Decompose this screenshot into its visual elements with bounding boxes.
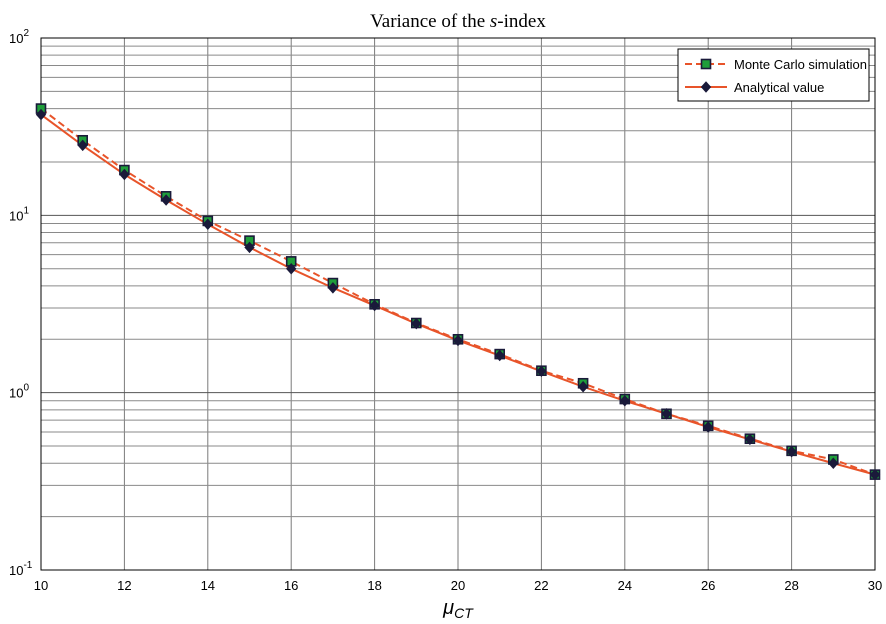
- point-analytical-14: [619, 395, 630, 407]
- point-analytical-6: [286, 262, 297, 275]
- x-tick-label-0: 10: [34, 578, 48, 593]
- legend-box: [677, 48, 870, 102]
- x-tick-label-1: 12: [117, 578, 131, 593]
- y-tick-label-2: 101: [9, 205, 29, 223]
- legend: Monte Carlo simulation Analytical value: [677, 48, 870, 102]
- point-analytical-10: [452, 334, 464, 347]
- x-tick-label-2: 14: [201, 578, 215, 593]
- legend-label-monte-carlo: Monte Carlo simulation: [734, 57, 867, 72]
- x-tick-label-6: 22: [534, 578, 548, 593]
- point-analytical-18: [786, 445, 797, 458]
- point-analytical-13: [577, 380, 589, 393]
- x-axis-label-sub: CT: [454, 605, 474, 621]
- point-analytical-20: [869, 468, 881, 481]
- point-analytical-7: [327, 282, 339, 294]
- point-analytical-11: [494, 349, 505, 362]
- point-analytical-17: [744, 433, 756, 446]
- title-prefix: Variance of the: [370, 11, 490, 32]
- x-tick-label-4: 18: [367, 578, 381, 593]
- tick-labels: 10 12 14 16 18 20 22 24 26 28 30 10-1 100 101 102: [9, 28, 882, 593]
- point-analytical-4: [202, 218, 213, 231]
- x-tick-label-3: 16: [284, 578, 298, 593]
- x-tick-label-5: 20: [451, 578, 465, 593]
- point-analytical-16: [703, 421, 714, 433]
- series-layer: [35, 103, 881, 481]
- point-analytical-15: [661, 408, 672, 420]
- point-analytical-12: [536, 365, 547, 378]
- x-tick-label-9: 28: [784, 578, 798, 593]
- point-analytical-0: [35, 108, 47, 121]
- point-analytical-5: [244, 241, 255, 254]
- x-tick-label-7: 24: [618, 578, 632, 593]
- chart-title: Variance of the s-index: [370, 11, 546, 32]
- legend-label-analytical: Analytical value: [734, 80, 824, 95]
- plot-frame: [40, 37, 876, 571]
- point-analytical-1: [77, 139, 88, 152]
- point-analytical-19: [828, 457, 839, 469]
- y-tick-label-3: 102: [9, 28, 29, 46]
- x-tick-label-8: 26: [701, 578, 715, 593]
- point-analytical-2: [119, 168, 130, 181]
- title-suffix: -index: [497, 11, 546, 32]
- point-analytical-9: [411, 317, 422, 330]
- legend-marker-analytical: [700, 81, 712, 93]
- x-axis-label-main: μ: [442, 597, 454, 619]
- x-axis-label: μCT: [442, 597, 474, 621]
- grid-lines: [40, 38, 876, 571]
- title-italic: s: [490, 11, 497, 32]
- y-tick-label-0: 10-1: [9, 560, 33, 578]
- point-analytical-3: [160, 194, 172, 206]
- y-tick-label-1: 100: [9, 383, 29, 401]
- point-analytical-8: [369, 299, 380, 312]
- legend-marker-monte-carlo: [700, 58, 712, 70]
- x-tick-label-10: 30: [868, 578, 882, 593]
